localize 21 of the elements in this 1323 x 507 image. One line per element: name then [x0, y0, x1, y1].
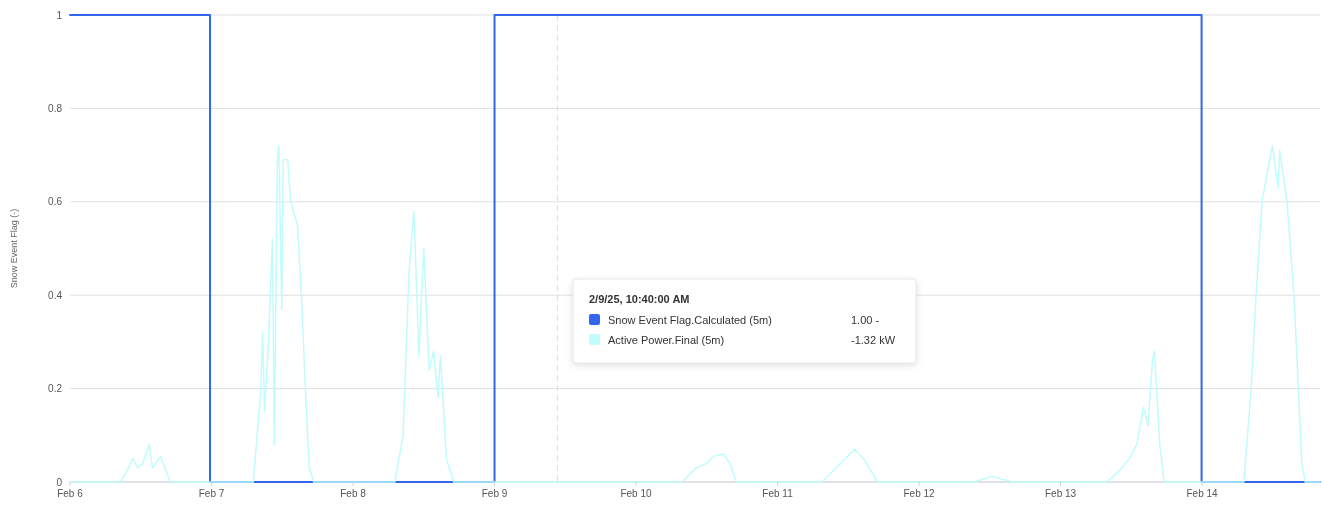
- annotation: 2/9/25, 10:40:00 AM: [589, 293, 690, 305]
- annotation: 1.00 -: [851, 314, 880, 326]
- x-tick-label: Feb 11: [762, 488, 794, 499]
- x-tick-label: Feb 13: [1045, 488, 1077, 499]
- x-tick-label: Feb 14: [1186, 488, 1219, 499]
- y-tick-label: 0.4: [48, 289, 63, 301]
- y-tick-label: 0.2: [48, 383, 63, 395]
- y-tick-label: 1: [56, 9, 63, 21]
- x-tick-label: Feb 12: [903, 488, 936, 499]
- x-tick-label: Feb 8: [340, 488, 367, 499]
- annotation: -1.32 kW: [851, 334, 896, 346]
- y-tick-label: 0: [56, 476, 63, 488]
- legend-label: Snow Event Flag.Calculated (5m): [608, 314, 772, 326]
- y-tick-label: 0.6: [48, 196, 63, 208]
- x-tick-label: Feb 10: [620, 488, 653, 499]
- y-tick-label: 0.8: [48, 102, 63, 114]
- legend-label: Active Power.Final (5m): [608, 334, 725, 346]
- y-axis-title: Snow Event Flag (-): [9, 208, 19, 289]
- x-tick-label: Feb 6: [57, 488, 84, 499]
- x-tick-label: Feb 7: [198, 488, 225, 499]
- x-tick-label: Feb 9: [481, 488, 508, 499]
